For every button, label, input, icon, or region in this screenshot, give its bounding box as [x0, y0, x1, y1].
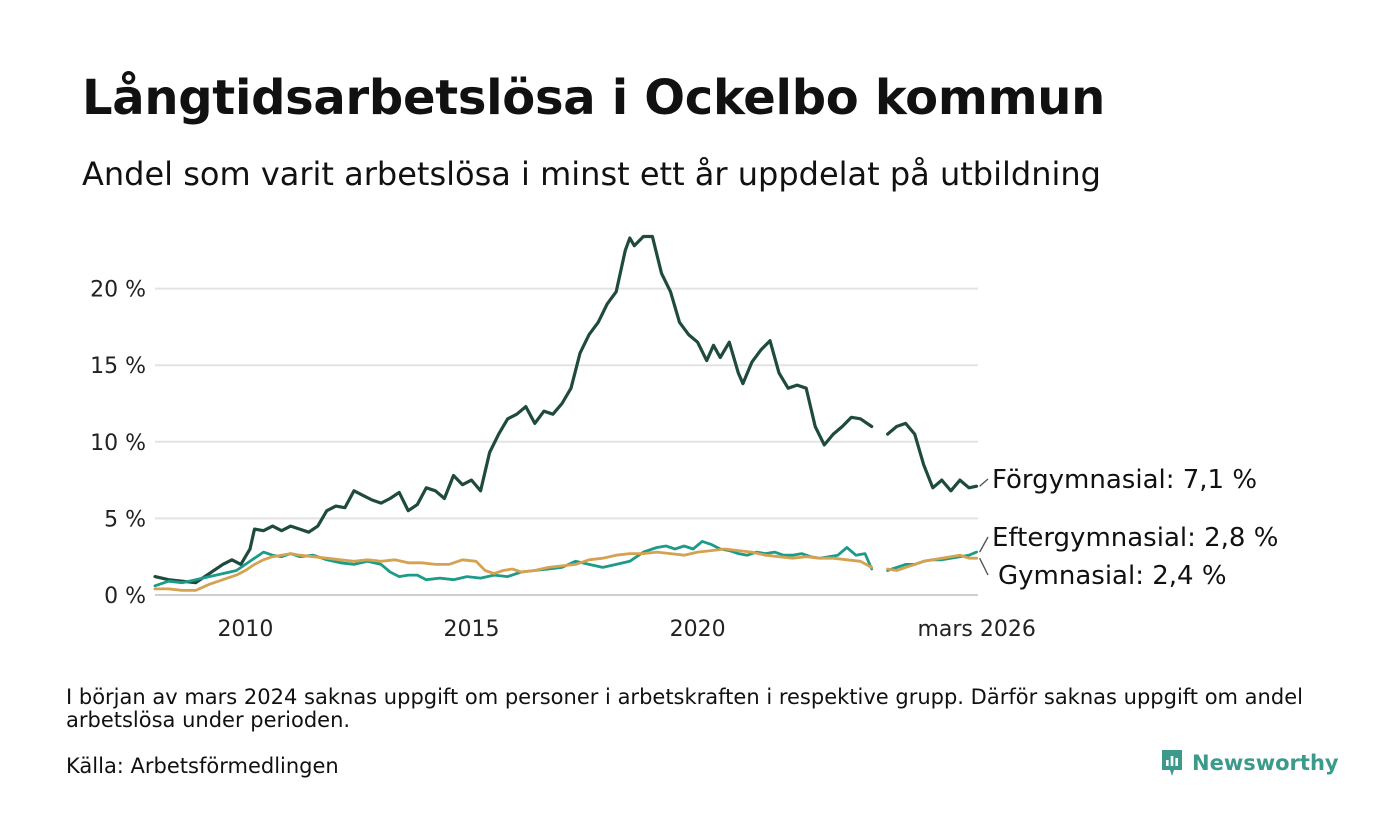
series-label-förgymnasial: Förgymnasial: 7,1 % [992, 465, 1257, 495]
x-tick-label: mars 2026 [917, 617, 1035, 642]
y-tick-label: 10 % [90, 431, 146, 456]
series-line-förgymnasial [153, 234, 874, 585]
footnote: I början av mars 2024 saknas uppgift om … [66, 685, 1303, 732]
brand-logo[interactable]: Newsworthy [1160, 748, 1339, 778]
x-tick-label: 2015 [444, 617, 500, 642]
series-label-eftergymnasial: Eftergymnasial: 2,8 % [992, 523, 1278, 553]
line-chart: Förgymnasial: 7,1 % Eftergymnasial: 2,8 %… [90, 234, 1278, 642]
x-tick-label: 2020 [670, 617, 726, 642]
series-label-gymnasial: Gymnasial: 2,4 % [998, 561, 1227, 591]
label-leader-line [979, 536, 989, 553]
axis-labels: 0 % 5 % 10 % 15 % 20 % 2010 2015 2020 mars 2026 [90, 278, 1036, 642]
chart-subtitle: Andel som varit arbetslösa i minst ett å… [82, 155, 1101, 193]
y-tick-label: 0 % [104, 584, 146, 609]
series-line-gymnasial [153, 547, 874, 592]
x-tick-label: 2010 [217, 617, 273, 642]
series-line-gymnasial [886, 553, 978, 572]
y-tick-label: 20 % [90, 278, 146, 303]
y-tick-label: 5 % [104, 507, 146, 532]
label-leader-line [979, 478, 989, 487]
series-line-förgymnasial [886, 421, 979, 493]
brand-name: Newsworthy [1192, 751, 1339, 775]
label-leader-line [979, 557, 989, 576]
series-line-eftergymnasial [153, 540, 874, 588]
y-tick-label: 15 % [90, 354, 146, 379]
newsworthy-logo-icon [1162, 750, 1182, 776]
series-lines [153, 234, 979, 592]
source-credit: Källa: Arbetsförmedlingen [66, 754, 339, 778]
series-labels: Förgymnasial: 7,1 % Eftergymnasial: 2,8 %… [979, 465, 1278, 591]
chart-title: Långtidsarbetslösa i Ockelbo kommun [82, 70, 1106, 126]
grid-lines [155, 287, 978, 596]
